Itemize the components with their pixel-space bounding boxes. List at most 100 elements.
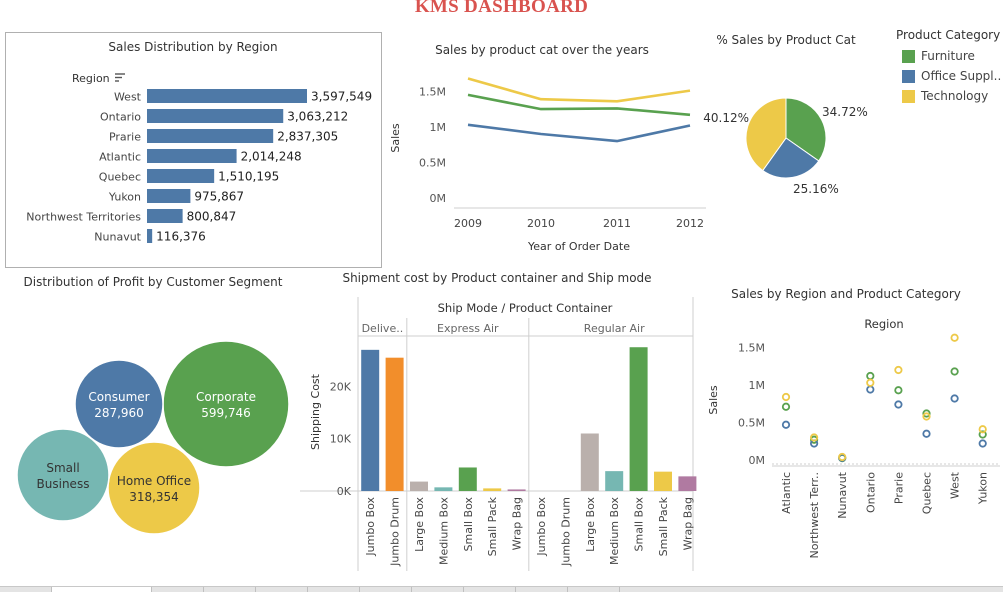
- ship-bar[interactable]: [385, 357, 404, 491]
- region-scatter-point[interactable]: [866, 378, 875, 387]
- cat-line-chart[interactable]: Sales by product cat over the years 0M 0.5…: [389, 43, 706, 253]
- cat-line-ytick: 1.5M: [419, 85, 446, 98]
- region-scatter-chart[interactable]: Sales by Region and Product Category Regi…: [707, 287, 1000, 559]
- ship-container-label: Small Pack: [657, 496, 670, 556]
- pie-slice-label: 25.16%: [793, 182, 839, 196]
- region-scatter-point[interactable]: [781, 392, 791, 402]
- region-bar[interactable]: [147, 169, 215, 183]
- region-scatter-point[interactable]: [950, 394, 959, 403]
- region-scatter-point[interactable]: [866, 385, 875, 394]
- region-scatter-ytick: 0.5M: [738, 417, 765, 430]
- region-bar-chart[interactable]: Sales Distribution by Region Region West 3,…: [5, 32, 382, 268]
- region-bar-category: Northwest Territories: [26, 211, 141, 224]
- ship-bar[interactable]: [434, 487, 453, 491]
- region-bar[interactable]: [147, 229, 153, 243]
- ship-bar[interactable]: [605, 471, 624, 491]
- region-scatter-point[interactable]: [894, 386, 903, 395]
- segment-bubble[interactable]: [74, 359, 164, 449]
- region-scatter-header: Region: [864, 317, 903, 331]
- region-scatter-point[interactable]: [894, 365, 903, 375]
- region-bar[interactable]: [147, 89, 307, 103]
- sort-icon[interactable]: [115, 73, 125, 82]
- legend-label: Office Suppl..: [921, 69, 1002, 83]
- segment-bubble[interactable]: [16, 428, 110, 522]
- ship-container-label: Small Box: [462, 497, 475, 552]
- region-bar[interactable]: [147, 189, 191, 203]
- region-bar-title: Sales Distribution by Region: [108, 40, 277, 54]
- region-scatter-point[interactable]: [781, 402, 791, 411]
- legend-label: Furniture: [921, 49, 975, 63]
- sheet-tab[interactable]: [464, 587, 516, 592]
- region-scatter-point[interactable]: [950, 333, 959, 342]
- ship-container-label: Small Box: [633, 497, 646, 552]
- cat-line-xtick: 2010: [527, 217, 555, 230]
- ship-container-label: Wrap Bag: [511, 497, 524, 550]
- ship-bar[interactable]: [410, 481, 428, 491]
- region-scatter-point[interactable]: [922, 412, 931, 421]
- region-scatter-category: Atlantic: [780, 472, 793, 514]
- cat-line-series[interactable]: [467, 77, 691, 103]
- region-bar[interactable]: [147, 209, 183, 223]
- cat-line-series[interactable]: [467, 93, 691, 117]
- cat-pie-chart[interactable]: % Sales by Product Cat 34.72% 25.16% 40.12%: [703, 33, 868, 196]
- segment-bubble-chart[interactable]: Distribution of Profit by Customer Segme…: [16, 275, 290, 535]
- sheet-tab[interactable]: [204, 587, 256, 592]
- ship-bar[interactable]: [507, 489, 526, 491]
- cat-pie-title: % Sales by Product Cat: [716, 33, 856, 47]
- legend-item[interactable]: Technology: [896, 86, 1003, 106]
- sheet-tab[interactable]: [412, 587, 464, 592]
- ship-mode-label: Delive..: [362, 322, 404, 335]
- product-category-legend[interactable]: Product Category Furniture Office Suppl..…: [896, 28, 1003, 106]
- ship-bar-title: Shipment cost by Product container and S…: [342, 271, 651, 285]
- segment-bubble-label: Business: [37, 477, 90, 491]
- region-scatter-point[interactable]: [950, 367, 959, 376]
- region-bar[interactable]: [147, 129, 274, 143]
- ship-bar[interactable]: [458, 467, 477, 491]
- cat-line-ytick: 1M: [430, 121, 447, 134]
- pie-slice[interactable]: [762, 137, 820, 179]
- segment-bubble[interactable]: [162, 340, 290, 468]
- region-scatter-point[interactable]: [978, 439, 987, 448]
- pie-slice[interactable]: [745, 97, 787, 172]
- ship-bar[interactable]: [654, 471, 672, 491]
- region-scatter-point[interactable]: [978, 425, 987, 434]
- region-bar-header: Region: [72, 72, 110, 85]
- ship-bar-chart[interactable]: Shipment cost by Product container and S…: [300, 271, 697, 571]
- region-scatter-point[interactable]: [922, 409, 931, 418]
- region-scatter-point[interactable]: [978, 430, 987, 439]
- cat-line-series[interactable]: [467, 123, 691, 143]
- region-scatter-point[interactable]: [838, 452, 847, 462]
- ship-bar[interactable]: [678, 476, 697, 491]
- ship-bar[interactable]: [483, 488, 502, 491]
- legend-item[interactable]: Furniture: [896, 46, 1003, 66]
- legend-item[interactable]: Office Suppl..: [896, 66, 1003, 86]
- ship-bar[interactable]: [361, 349, 380, 491]
- region-scatter-category: Quebec: [921, 472, 934, 514]
- region-scatter-point[interactable]: [894, 400, 903, 409]
- region-scatter-category: Prarie: [892, 472, 905, 504]
- sheet-tab[interactable]: [568, 587, 620, 592]
- sheet-tab-active[interactable]: [52, 587, 152, 592]
- pie-slice-label: 34.72%: [822, 105, 868, 119]
- region-scatter-point[interactable]: [922, 429, 931, 438]
- sheet-tab[interactable]: [256, 587, 308, 592]
- sheet-tab[interactable]: [360, 587, 412, 592]
- segment-bubble[interactable]: [107, 441, 201, 535]
- sheet-tab[interactable]: [152, 587, 204, 592]
- ship-bar-ytick: 20K: [330, 380, 352, 393]
- pie-slice[interactable]: [785, 97, 827, 162]
- cat-line-xtick: 2011: [603, 217, 631, 230]
- sheet-tab[interactable]: [516, 587, 568, 592]
- sheet-tab[interactable]: [0, 587, 52, 592]
- region-scatter-point[interactable]: [809, 433, 819, 442]
- region-scatter-point[interactable]: [781, 420, 791, 429]
- ship-bar[interactable]: [580, 433, 599, 491]
- segment-bubble-value: 287,960: [94, 406, 144, 420]
- region-scatter-category: Nunavut: [836, 471, 849, 518]
- ship-bar[interactable]: [629, 347, 648, 491]
- region-scatter-point[interactable]: [866, 371, 875, 381]
- sheet-tab[interactable]: [308, 587, 360, 592]
- region-bar[interactable]: [147, 149, 237, 163]
- ship-bar-header: Ship Mode / Product Container: [438, 301, 613, 315]
- region-bar[interactable]: [147, 109, 284, 123]
